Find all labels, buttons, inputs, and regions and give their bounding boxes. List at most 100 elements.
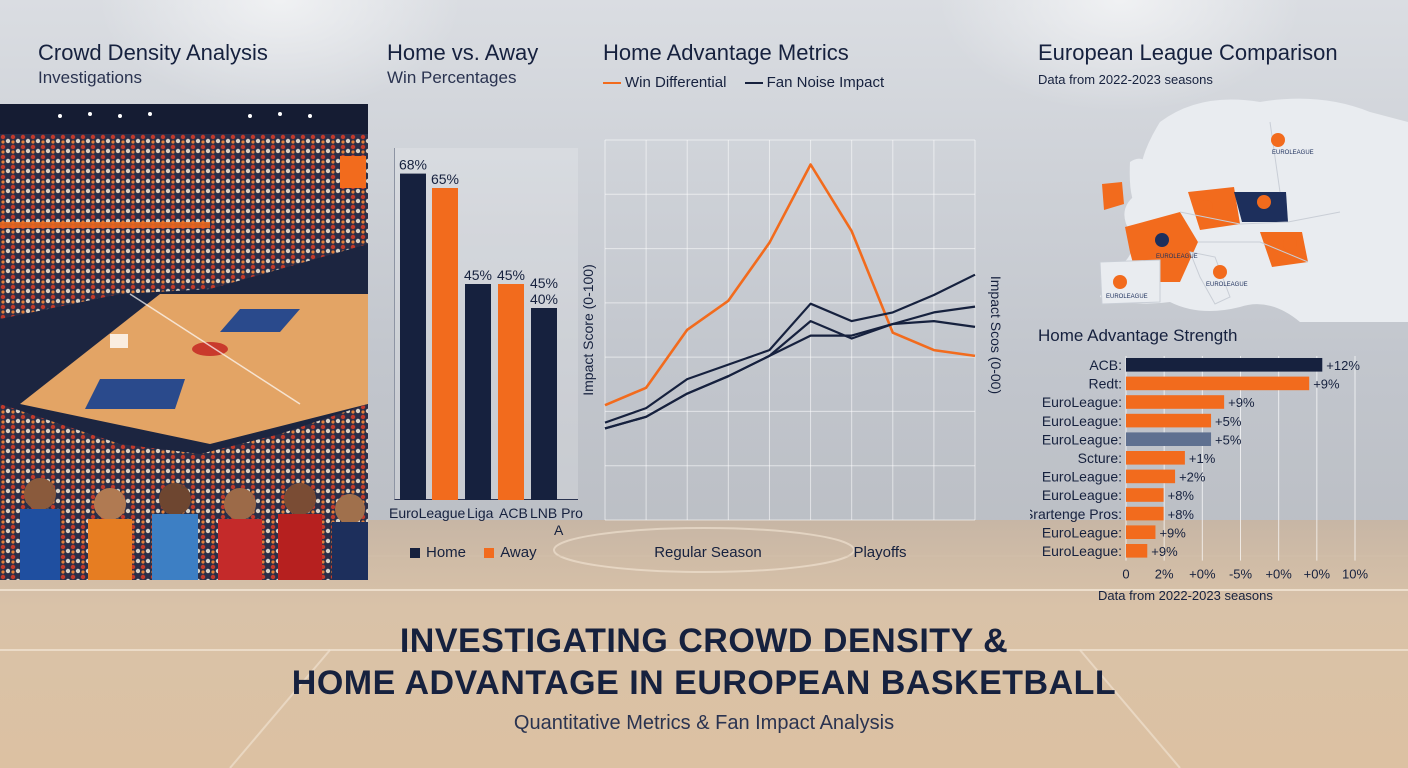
category-label: Srartenge Pros: [1030, 506, 1122, 522]
bar [1126, 413, 1212, 428]
bar-value-label: +9% [1159, 525, 1186, 540]
main-title-line2: HOME ADVANTAGE IN EUROPEAN BASKETBALL [291, 664, 1117, 702]
bar-value-label: +8% [1168, 507, 1195, 522]
legend-fan-noise-label: Fan Noise Impact [766, 74, 885, 91]
y-axis-label: Impact Score (0-100) [580, 264, 596, 396]
bar [498, 284, 524, 500]
bar-value-label: +9% [1228, 395, 1255, 410]
bar [1126, 506, 1164, 521]
bar [400, 173, 426, 500]
metrics-legend: Win Differential Fan Noise Impact [603, 74, 884, 91]
bar [1126, 544, 1148, 558]
x-axis-label: Playoffs [853, 544, 906, 561]
bar-data-label: 45% [464, 267, 492, 283]
legend-home-swatch [410, 548, 420, 559]
metrics-title: Home Advantage Metrics [603, 40, 849, 65]
x-axis-label: Regular Season [654, 544, 762, 561]
category-label: Liga [467, 505, 494, 521]
y-axis-label-right: Impact Scos (0-00) [988, 276, 1004, 394]
category-label: ACB: [1089, 357, 1122, 373]
court-lines [0, 527, 1408, 768]
fans-foreground [20, 478, 368, 580]
category-label: Redt: [1089, 376, 1122, 392]
category-label: EuroLeague: [1042, 543, 1122, 559]
category-label: EuroLeague: [1042, 394, 1122, 410]
europe-map: EUROLEAGUE EUROLEAGUE EUROLEAGUE EUROLEA… [1099, 98, 1408, 322]
map-badge-label: EUROLEAGUE [1272, 150, 1314, 156]
strength-bar-chart: 0 2% +0% -5% +0% +0% 10% ACB: +12% Redt: +9% EuroLe… [1030, 356, 1368, 582]
metrics-line-chart: Impact Score (0-100) Impact Scos (0-00) Re… [580, 139, 1004, 561]
category-label: EuroLeague [389, 505, 466, 521]
map-germany [1188, 187, 1240, 230]
bar [1126, 488, 1164, 502]
bar-value-label: +2% [1179, 470, 1206, 485]
x-tick-label: 0 [1122, 567, 1129, 582]
category-label: LNB Pro [530, 505, 583, 521]
bar-data-label: 40% [530, 291, 558, 307]
legend-home-label: Home [426, 544, 467, 561]
category-label: ACB [499, 505, 528, 521]
x-tick-label: -5% [1229, 567, 1253, 582]
bar [1126, 469, 1176, 484]
category-label: EuroLeague: [1042, 413, 1122, 429]
bar [1126, 395, 1225, 409]
category-label: EuroLeague: [1042, 524, 1122, 540]
strength-footnote: Data from 2022-2023 seasons [1098, 588, 1273, 603]
home-away-bar-chart: 68%65%45% 45%40%45%EuroLeague Liga ACB LNB P… [389, 157, 583, 538]
x-tick-label: 10% [1342, 567, 1368, 582]
category-label: Scture: [1078, 450, 1122, 466]
bar [432, 188, 458, 500]
bar-value-label: +1% [1189, 451, 1216, 466]
bar-value-label: +5% [1215, 414, 1242, 429]
legend-win-diff-swatch [603, 82, 621, 85]
legend-away-label: Away [500, 544, 537, 561]
series-line [604, 320, 976, 430]
bar-value-label: +9% [1313, 377, 1340, 392]
bar-data-label: 45% [497, 267, 525, 283]
bar [1126, 358, 1323, 372]
category-label: A [554, 522, 564, 538]
home-away-legend: Home Away [410, 544, 537, 561]
home-away-subtitle: Win Percentages [387, 68, 517, 87]
bar [465, 284, 491, 500]
bar-value-label: +9% [1151, 544, 1178, 559]
map-badge-label: EUROLEAGUE [1106, 294, 1148, 300]
bar [1126, 376, 1310, 391]
bar-data-label: 65% [431, 171, 459, 187]
bar-data-label: 45% [530, 275, 558, 291]
home-away-title: Home vs. Away [387, 40, 539, 65]
x-tick-label: +0% [1304, 567, 1331, 582]
map-badge-label: EUROLEAGUE [1206, 282, 1248, 288]
bar-value-label: +12% [1326, 358, 1360, 373]
europe-title: European League Comparison [1038, 40, 1338, 65]
category-label: EuroLeague: [1042, 469, 1122, 485]
map-badge-label: EUROLEAGUE [1156, 254, 1198, 260]
bar [1126, 451, 1185, 465]
crowd-panel-title: Crowd Density Analysis [38, 40, 268, 65]
legend-win-diff-label: Win Differential [625, 74, 727, 91]
x-tick-label: +0% [1189, 567, 1216, 582]
legend-away-swatch [484, 548, 495, 559]
main-subtitle: Quantitative Metrics & Fan Impact Analys… [513, 712, 895, 734]
bar-data-label: 68% [399, 157, 427, 173]
bar-value-label: +5% [1215, 432, 1242, 447]
series-line [604, 273, 976, 424]
category-label: EuroLeague: [1042, 487, 1122, 503]
x-tick-label: 2% [1155, 567, 1174, 582]
stadium-lights [58, 112, 312, 118]
crowd-panel-subtitle: Investigations [38, 68, 142, 87]
legend-fan-noise-swatch [744, 82, 763, 85]
europe-subtitle: Data from 2022-2023 seasons [1038, 72, 1213, 87]
category-label: EuroLeague: [1042, 431, 1122, 447]
bar [531, 308, 557, 500]
bar-value-label: +8% [1168, 488, 1195, 503]
bar [1126, 525, 1156, 539]
arena-illustration [0, 104, 368, 580]
map-ireland [1102, 182, 1124, 210]
bar [1126, 432, 1212, 446]
map-badges [1113, 133, 1297, 289]
main-title-line1: INVESTIGATING CROWD DENSITY & [399, 622, 1009, 660]
x-tick-label: +0% [1265, 567, 1292, 582]
series-line [604, 163, 976, 407]
strength-title: Home Advantage Strength [1038, 326, 1238, 345]
